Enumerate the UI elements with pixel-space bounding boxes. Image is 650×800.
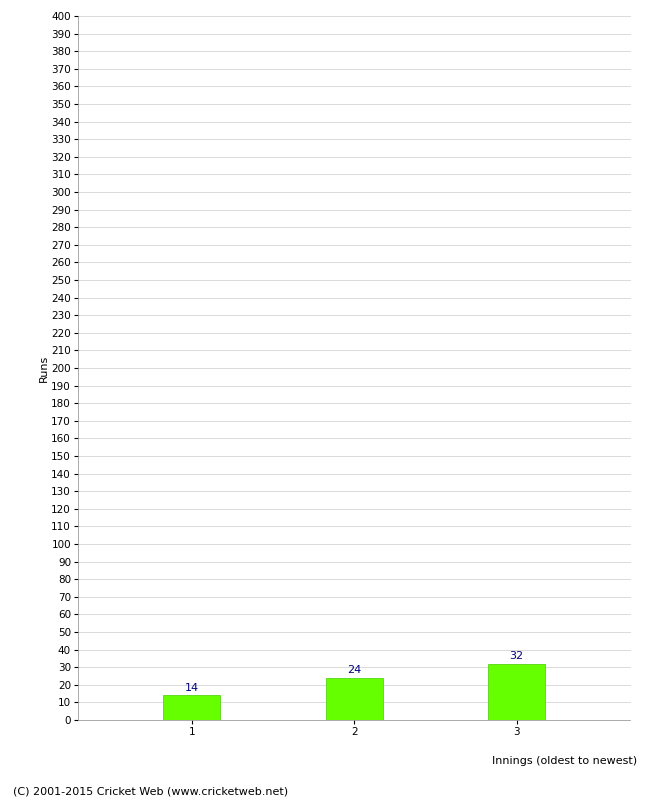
Text: 24: 24 [347,665,361,675]
Text: (C) 2001-2015 Cricket Web (www.cricketweb.net): (C) 2001-2015 Cricket Web (www.cricketwe… [13,786,288,796]
Bar [163,695,220,720]
Text: Innings (oldest to newest): Innings (oldest to newest) [492,756,637,766]
Y-axis label: Runs: Runs [38,354,49,382]
Bar [488,664,545,720]
Bar [326,678,383,720]
Text: 14: 14 [185,682,199,693]
Text: 32: 32 [510,651,524,661]
